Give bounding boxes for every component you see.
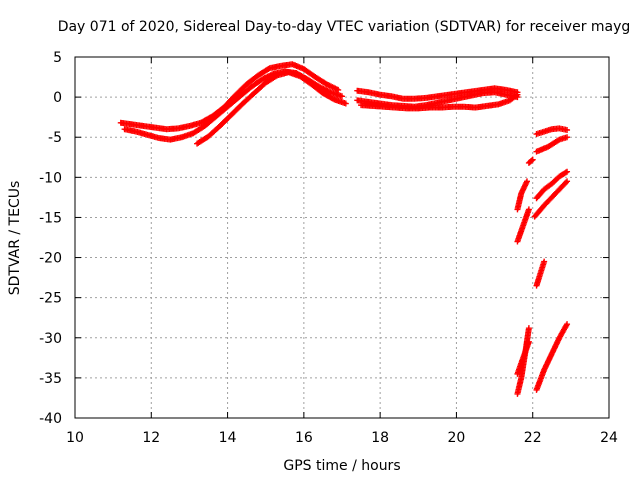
data-point (523, 178, 530, 185)
data-point (525, 206, 532, 213)
chart-title: Day 071 of 2020, Sidereal Day-to-day VTE… (58, 19, 631, 35)
series-track-14 (533, 258, 548, 289)
y-tick-label: -25 (39, 291, 62, 307)
y-tick-label: 5 (53, 50, 62, 66)
x-axis-label: GPS time / hours (283, 458, 400, 474)
series-track-2 (121, 68, 345, 143)
y-tick-label: -40 (39, 411, 62, 427)
data-point (265, 66, 272, 73)
x-tick-label: 14 (219, 430, 237, 446)
series-track-16 (514, 338, 532, 377)
y-tick-label: -30 (39, 331, 62, 347)
series-track-12 (533, 168, 571, 202)
plot-frame (74, 56, 610, 419)
data-point (330, 95, 337, 102)
x-tick-label: 18 (371, 430, 389, 446)
series-track-17 (533, 321, 571, 393)
data-point (564, 127, 571, 134)
x-tick-label: 24 (600, 430, 618, 446)
data-point (272, 73, 279, 80)
y-tick-label: -10 (39, 170, 62, 186)
data-point (564, 321, 571, 328)
data-point (541, 258, 548, 265)
data-point (562, 179, 569, 186)
data-point (513, 92, 520, 99)
y-tick-label: -5 (48, 130, 62, 146)
series-track-7 (533, 125, 571, 138)
data-point (514, 91, 521, 98)
y-axis-label: SDTVAR / TECUs (7, 181, 23, 296)
data-point (562, 169, 569, 176)
data-point (339, 93, 345, 100)
data-points (117, 61, 571, 397)
data-point (525, 325, 532, 332)
series-track-13 (531, 178, 571, 220)
data-point (529, 156, 536, 163)
data-point (564, 134, 571, 141)
data-point (525, 338, 532, 345)
data-point (564, 178, 571, 185)
x-tick-label: 16 (295, 430, 313, 446)
series-track-8 (533, 134, 571, 155)
x-tick-label: 20 (448, 430, 466, 446)
series-track-11 (514, 206, 532, 245)
y-tick-label: 0 (53, 90, 62, 106)
data-point (528, 157, 535, 164)
y-tick-label: -15 (39, 210, 62, 226)
series-track-10 (514, 178, 530, 213)
x-tick-label: 22 (524, 430, 542, 446)
data-point (342, 100, 349, 107)
x-tick-label: 12 (142, 430, 160, 446)
data-point (564, 168, 571, 175)
y-tick-label: -35 (39, 371, 62, 387)
axis-ticks: 10 12 14 16 18 20 22 24 5 0 -5 -10 -15 -20 -25 -30 -35 -4… (39, 50, 618, 446)
data-point (555, 137, 562, 144)
gridlines (75, 57, 609, 418)
x-tick-label: 10 (66, 430, 84, 446)
series-track-9 (525, 156, 536, 166)
series-track-3 (194, 69, 349, 147)
y-tick-label: -20 (39, 251, 62, 267)
series-track-6 (358, 91, 521, 112)
